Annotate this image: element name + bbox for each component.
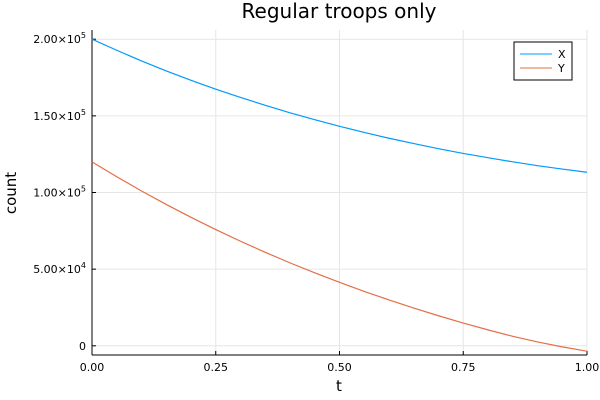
grid	[91, 30, 588, 355]
y-tick-label: 1.50×105	[33, 108, 86, 123]
x-axis-label: t	[336, 377, 342, 395]
ticks: 0.00 0.25 0.50 0.75 1.00 0 5.00×104 1.00×105 1.5…	[33, 31, 599, 374]
series-line-y	[91, 161, 588, 352]
legend: X Y	[513, 41, 573, 81]
y-tick-label: 5.00×104	[33, 261, 86, 276]
y-tick-label: 0	[79, 340, 86, 353]
series-lines	[91, 38, 588, 352]
chart-title: Regular troops only	[242, 0, 437, 23]
y-tick-label: 1.00×105	[33, 185, 86, 200]
x-tick-label: 0.00	[80, 361, 105, 374]
series-line-x	[91, 38, 588, 173]
x-tick-label: 0.25	[204, 361, 229, 374]
x-tick-label: 0.50	[327, 361, 352, 374]
legend-box	[513, 41, 573, 81]
y-tick-label: 2.00×105	[33, 31, 86, 46]
x-tick-label: 1.00	[575, 361, 600, 374]
x-tick-label: 0.75	[451, 361, 476, 374]
y-axis-label: count	[2, 172, 20, 214]
legend-label-y: Y	[557, 62, 565, 75]
legend-label-x: X	[558, 48, 566, 61]
